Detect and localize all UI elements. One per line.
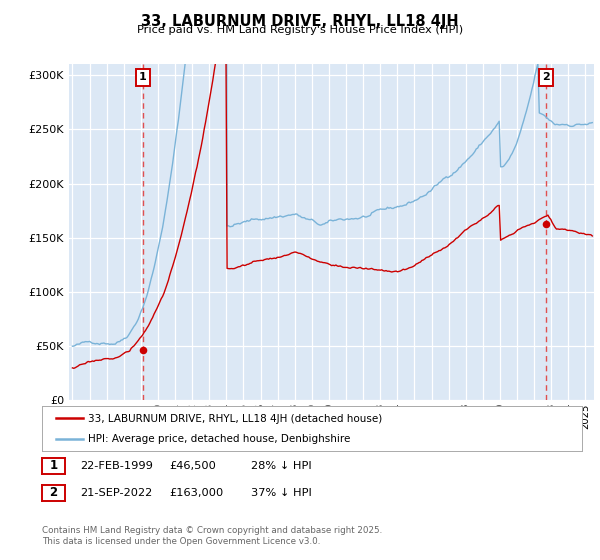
Text: 28% ↓ HPI: 28% ↓ HPI <box>251 461 311 471</box>
Text: 21-SEP-2022: 21-SEP-2022 <box>80 488 152 498</box>
Text: 37% ↓ HPI: 37% ↓ HPI <box>251 488 311 498</box>
Text: 33, LABURNUM DRIVE, RHYL, LL18 4JH: 33, LABURNUM DRIVE, RHYL, LL18 4JH <box>141 14 459 29</box>
Text: HPI: Average price, detached house, Denbighshire: HPI: Average price, detached house, Denb… <box>88 434 350 444</box>
Point <box>138 346 148 354</box>
Text: 2: 2 <box>49 486 58 500</box>
Text: £163,000: £163,000 <box>170 488 224 498</box>
Text: 1: 1 <box>139 72 147 82</box>
Text: 1: 1 <box>49 459 58 473</box>
Text: £46,500: £46,500 <box>170 461 217 471</box>
Text: 22-FEB-1999: 22-FEB-1999 <box>80 461 152 471</box>
Point <box>542 220 551 228</box>
Text: Price paid vs. HM Land Registry's House Price Index (HPI): Price paid vs. HM Land Registry's House … <box>137 25 463 35</box>
Text: Contains HM Land Registry data © Crown copyright and database right 2025.
This d: Contains HM Land Registry data © Crown c… <box>42 526 382 546</box>
Text: 2: 2 <box>542 72 550 82</box>
Text: 33, LABURNUM DRIVE, RHYL, LL18 4JH (detached house): 33, LABURNUM DRIVE, RHYL, LL18 4JH (deta… <box>88 413 382 423</box>
